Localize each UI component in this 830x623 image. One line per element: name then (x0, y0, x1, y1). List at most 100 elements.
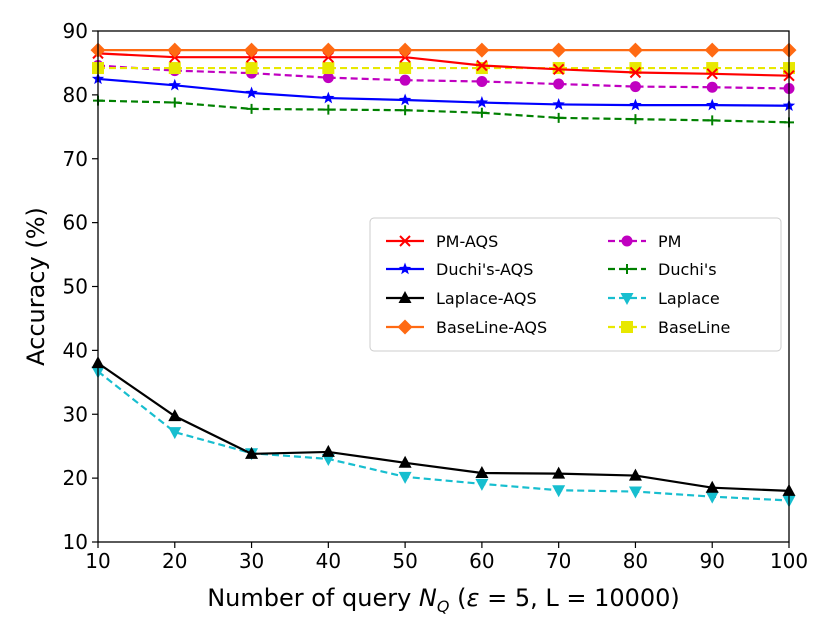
y-tick-label: 90 (63, 19, 88, 43)
data-point (706, 81, 718, 93)
data-point (552, 466, 566, 479)
y-axis-title: Accuracy (%) (22, 207, 50, 366)
data-point (706, 68, 718, 80)
x-tick-label: 60 (469, 549, 494, 573)
data-point (168, 62, 181, 75)
plot-frame (97, 30, 790, 543)
x-tick-label: 90 (699, 549, 724, 573)
series-line (97, 362, 790, 492)
data-point (475, 96, 489, 108)
data-point (167, 42, 183, 58)
data-point (323, 104, 334, 115)
legend-label: Laplace-AQS (436, 289, 537, 308)
data-point (705, 480, 719, 493)
y-tick-label: 60 (63, 211, 88, 235)
legend-item: Duchi's (608, 260, 717, 279)
legend-item: BaseLine-AQS (386, 318, 547, 337)
data-point (322, 72, 334, 84)
x-tick-label: 20 (162, 549, 187, 573)
x-axis-title: Number of query NQ (ε = 5, L = 10000) (207, 584, 680, 616)
data-point (474, 42, 490, 58)
legend-item: Laplace-AQS (386, 289, 537, 308)
legend-marker (397, 319, 413, 335)
data-point (398, 455, 412, 468)
legend-marker (622, 264, 632, 274)
data-point (629, 98, 642, 111)
data-point (321, 453, 335, 466)
data-point (630, 114, 641, 125)
data-point (628, 486, 642, 499)
legend-label: Duchi's (658, 260, 717, 279)
data-point (706, 62, 719, 75)
series-laplace (91, 366, 796, 508)
data-point (553, 112, 564, 123)
legend-item: Duchi's-AQS (386, 260, 533, 279)
x-tick-label: 80 (623, 549, 648, 573)
x-tick-label: 70 (546, 549, 571, 573)
data-point (476, 107, 487, 118)
data-point (320, 42, 336, 58)
y-tick-label: 20 (63, 466, 88, 490)
data-point (629, 81, 641, 93)
data-point (398, 471, 412, 484)
data-point (168, 427, 182, 440)
x-tick-label: 40 (316, 549, 341, 573)
legend-marker (398, 262, 412, 275)
legend-label: Laplace (658, 289, 720, 308)
legend-item: PM-AQS (386, 232, 498, 251)
y-tick-label: 40 (63, 338, 88, 362)
y-tick-label: 10 (63, 530, 88, 554)
data-point (475, 478, 489, 491)
series-line (97, 64, 790, 90)
x-tick-label: 100 (770, 549, 808, 573)
legend-label: Duchi's-AQS (436, 260, 533, 279)
legend-marker (620, 293, 634, 305)
series-line (97, 52, 790, 77)
x-tick-label: 30 (239, 549, 264, 573)
data-point (245, 446, 259, 459)
data-point (553, 78, 565, 90)
data-point (475, 466, 489, 479)
legend-item: BaseLine (608, 318, 730, 337)
data-point (168, 409, 182, 422)
x-tick-label: 10 (85, 549, 110, 573)
legend: PM-AQS Duchi's-AQS Laplace-AQS BaseLine-AQS… (369, 217, 782, 352)
data-point (169, 97, 180, 108)
legend-marker (398, 291, 412, 303)
x-tick-label: 50 (392, 549, 417, 573)
data-point (476, 59, 488, 72)
data-point (322, 62, 335, 75)
data-point (168, 78, 181, 91)
series-baseline-aqs (90, 42, 797, 58)
y-tick-label: 80 (63, 83, 88, 107)
data-point (245, 86, 258, 99)
legend-label: BaseLine-AQS (436, 318, 547, 337)
legend-marker (621, 321, 633, 333)
data-point (552, 97, 565, 110)
data-point (322, 91, 335, 104)
data-point (400, 105, 411, 116)
y-tick-label: 70 (63, 147, 88, 171)
series-line (97, 370, 790, 502)
data-point (704, 42, 720, 58)
data-point (629, 62, 642, 75)
data-point (629, 66, 642, 79)
data-point (399, 74, 411, 86)
data-point (707, 115, 718, 126)
data-point (552, 63, 565, 76)
data-point (627, 42, 643, 58)
data-point (246, 103, 257, 114)
data-point (244, 42, 260, 58)
data-point (551, 42, 567, 58)
data-point (706, 98, 719, 111)
data-point (705, 491, 719, 504)
data-point (476, 75, 488, 87)
data-point (321, 444, 335, 457)
data-point (397, 42, 413, 58)
legend-label: PM (658, 232, 681, 251)
series-line (97, 99, 790, 124)
legend-marker (399, 235, 411, 247)
data-point (399, 62, 412, 75)
y-tick-label: 30 (63, 402, 88, 426)
